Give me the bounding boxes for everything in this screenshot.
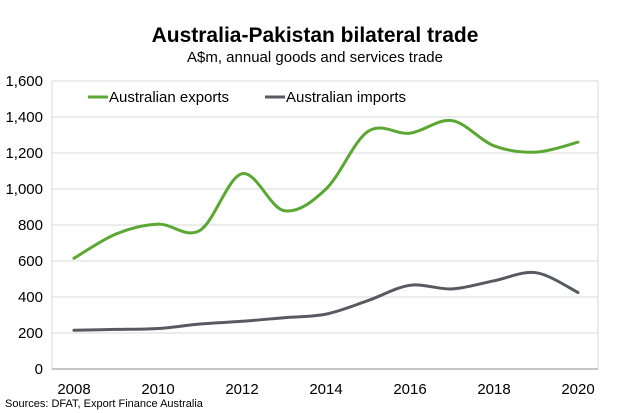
series-lines [72,118,580,332]
series-line-australian-exports [72,118,580,260]
x-tick-label: 2020 [561,381,594,398]
series-line-australian-imports [72,270,580,332]
source-note: Sources: DFAT, Export Finance Australia [5,398,204,410]
x-axis-ticks: 2008 2010 2012 2014 2016 2018 2020 [57,381,594,398]
y-tick-label: 200 [18,325,43,342]
chart-subtitle: A$m, annual goods and services trade [187,49,443,66]
chart-title: Australia-Pakistan bilateral trade [152,24,479,47]
x-tick-label: 2016 [393,381,426,398]
x-tick-label: 2014 [309,381,342,398]
y-tick-label: 1,400 [5,109,43,126]
y-tick-label: 1,600 [5,73,43,90]
y-tick-label: 600 [18,253,43,270]
x-tick-label: 2010 [141,381,174,398]
y-tick-label: 800 [18,217,43,234]
x-tick-label: 2018 [477,381,510,398]
y-tick-label: 400 [18,289,43,306]
x-tick-label: 2012 [225,381,258,398]
legend-label-australian-exports: Australian exports [109,89,229,106]
y-axis-ticks: 0 200 400 600 800 1,000 1,200 1,400 1,600 [5,73,43,378]
legend-label-australian-imports: Australian imports [286,89,406,106]
y-tick-label: 1,000 [5,181,43,198]
legend: Australian exports Australian imports [88,89,406,106]
x-tick-label: 2008 [57,381,90,398]
y-tick-label: 1,200 [5,145,43,162]
y-tick-label: 0 [35,361,43,378]
gridlines [51,80,599,369]
